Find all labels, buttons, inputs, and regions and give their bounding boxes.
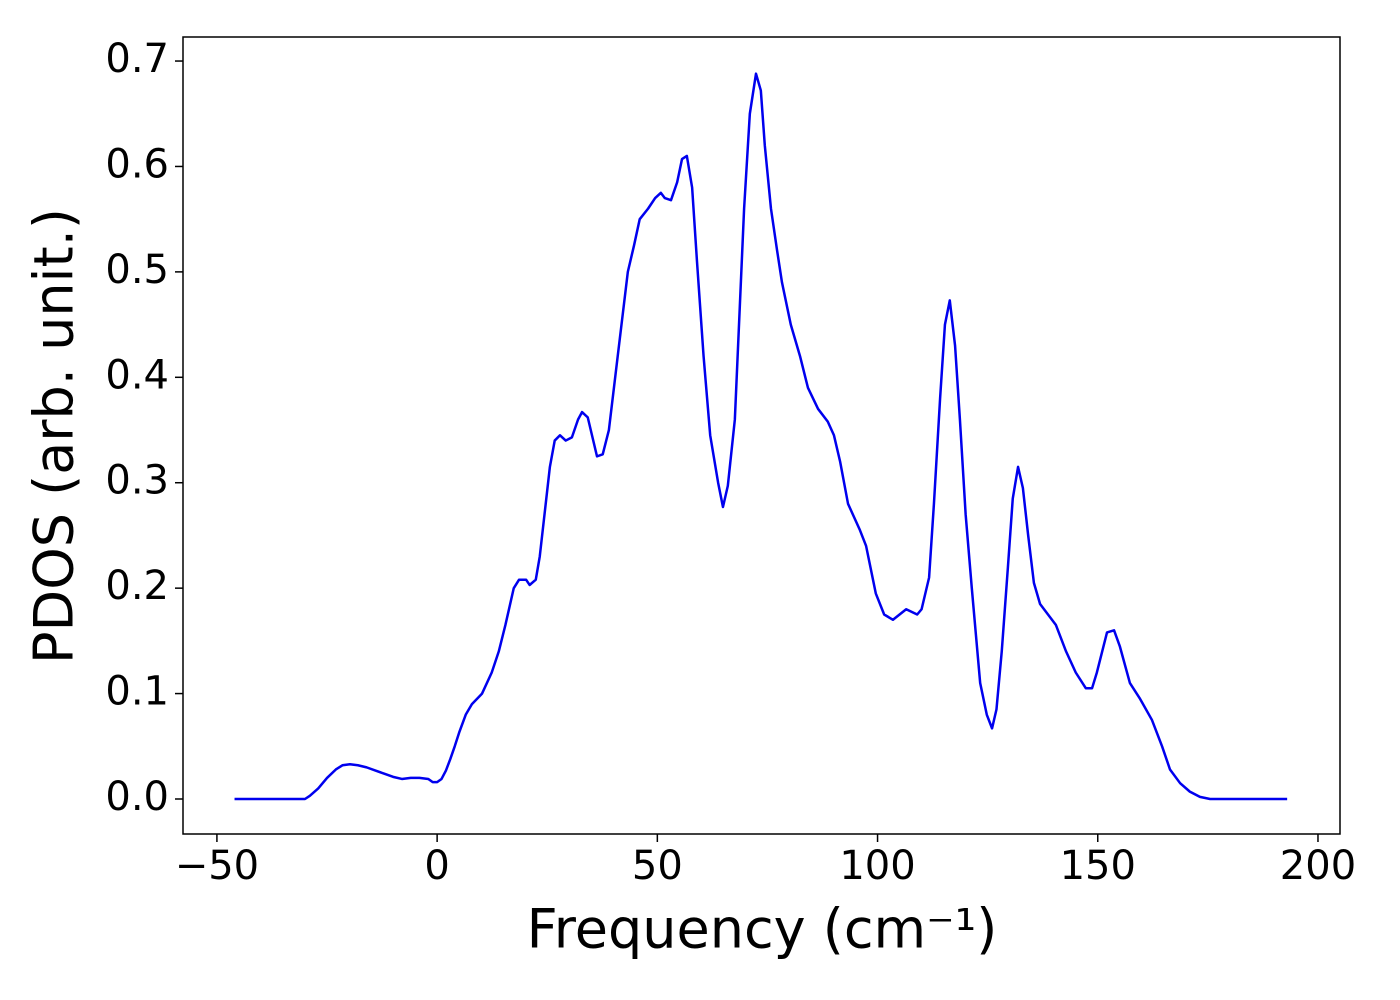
y-tick-label: 0.2 [105,563,169,609]
x-tick-label: 0 [424,843,449,889]
y-axis-label: PDOS (arb. unit.) [23,208,86,664]
y-tick-label: 0.4 [105,352,169,398]
x-tick-label: −50 [175,843,259,889]
x-tick-label: 100 [839,843,915,889]
line-series [234,72,1288,801]
y-tick-label: 0.5 [105,247,169,293]
y-tick-label: 0.3 [105,458,169,504]
x-tick-label: 50 [632,843,683,889]
x-axis-label: Frequency (cm⁻¹) [527,898,998,961]
y-tick-label: 0.6 [105,141,169,187]
plot-frame [182,36,1341,835]
y-tick-label: 0.0 [105,774,169,820]
y-tick-label: 0.1 [105,669,169,715]
x-tick-label: 150 [1060,843,1136,889]
y-tick-label: 0.7 [105,36,169,82]
x-tick-label: 200 [1280,843,1356,889]
